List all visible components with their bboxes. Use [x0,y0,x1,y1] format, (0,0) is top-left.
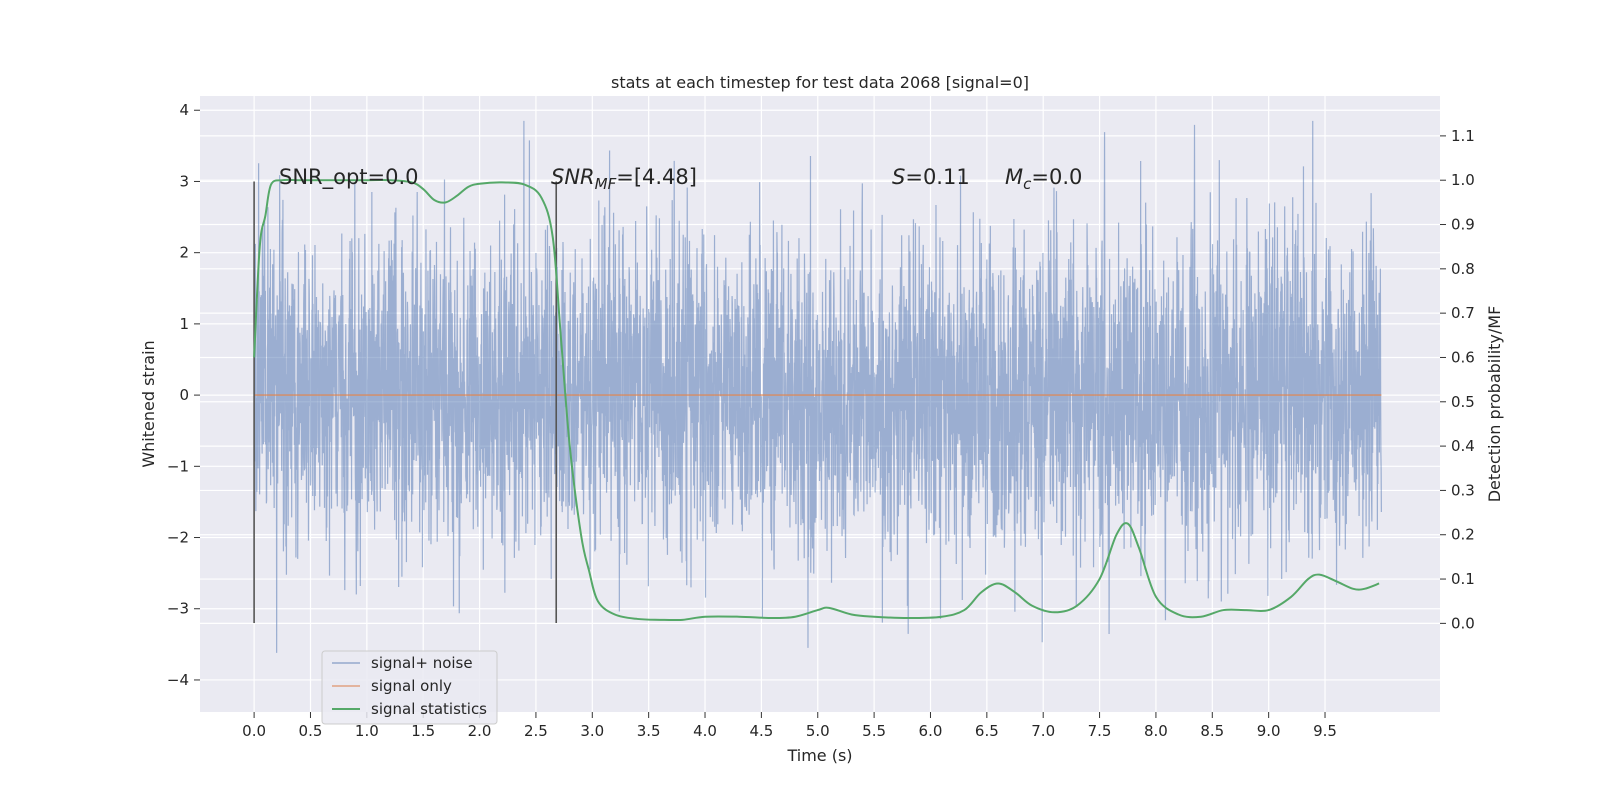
y-right-tick-label: 0.2 [1451,526,1475,544]
legend-box [321,650,498,725]
y-axis-left-label: Whitened strain [139,340,158,467]
x-tick-label: 6.0 [919,722,943,740]
y-left-tick-label: 1 [179,315,189,333]
x-tick-label: 8.0 [1144,722,1168,740]
legend-label-signal-plus-noise: signal+ noise [371,654,473,672]
x-tick-label: 0.5 [299,722,323,740]
x-tick-label: 1.5 [411,722,435,740]
s-value: =0.11 [905,165,969,189]
x-tick-label: 9.5 [1313,722,1337,740]
x-tick-label: 6.5 [975,722,999,740]
y-left-tick-label: 2 [179,244,189,262]
legend: signal+ noise signal only signal statist… [321,650,498,725]
y-axis-right-label: Detection probability/MF [1485,306,1504,503]
x-tick-label: 0.0 [242,722,266,740]
mc-base: M [1005,165,1023,189]
x-tick-label: 1.0 [355,722,379,740]
y-left-tick-label: −2 [167,529,189,547]
y-right-tick-label: 0.5 [1451,393,1475,411]
y-right-tick-label: 0.3 [1451,481,1475,499]
x-tick-label: 3.0 [580,722,604,740]
x-tick-label: 4.0 [693,722,717,740]
y-right-tick-label: 0.8 [1451,260,1475,278]
y-right-tick-label: 0.9 [1451,216,1475,234]
y-left-tick-label: −3 [167,600,189,618]
x-tick-label: 8.5 [1200,722,1224,740]
x-tick-label: 7.5 [1088,722,1112,740]
x-tick-label: 9.0 [1257,722,1281,740]
x-tick-label: 3.5 [637,722,661,740]
chart-title: stats at each timestep for test data 206… [611,73,1029,92]
x-axis-ticks: 0.0 0.5 1.0 1.5 2.0 2.5 3.0 3.5 4.0 4.5 5.0 5.5 6.0 6… [242,712,1337,740]
series-line-signal-plus-noise [253,120,1382,653]
y-right-tick-label: 0.1 [1451,570,1475,588]
x-tick-label: 4.5 [749,722,773,740]
annotation-s: S=0.11 [892,165,970,189]
annotation-mc: Mc=0.0 [1005,165,1082,193]
x-tick-label: 5.0 [806,722,830,740]
y-left-tick-label: −1 [167,457,189,475]
y-axis-right-ticks: 0.0 0.1 0.2 0.3 0.4 0.5 0.6 0.7 0.8 0.9 1.0 1.1 [1440,127,1475,632]
y-right-tick-label: 1.0 [1451,171,1475,189]
y-right-tick-label: 0.6 [1451,348,1475,366]
mc-sub: c [1023,175,1032,193]
legend-label-signal-statistics: signal statistics [371,700,487,718]
snr-mf-base: SNR [551,165,595,189]
snr-mf-value: =[4.48] [616,165,697,189]
x-axis-label: Time (s) [786,746,852,765]
x-tick-label: 5.5 [862,722,886,740]
y-left-tick-label: 3 [179,172,189,190]
annotation-snr-mf: SNRMF=[4.48] [551,165,697,193]
y-left-tick-label: 4 [179,101,189,119]
y-left-tick-label: 0 [179,386,189,404]
series-signal-plus-noise [253,120,1382,653]
y-axis-left-ticks: −4 −3 −2 −1 0 1 2 3 4 [167,101,200,689]
y-right-tick-label: 0.0 [1451,614,1475,632]
s-name: S [892,165,905,189]
mc-value: =0.0 [1031,165,1082,189]
y-right-tick-label: 0.7 [1451,304,1475,322]
x-tick-label: 7.0 [1031,722,1055,740]
y-right-tick-label: 1.1 [1451,127,1475,145]
series-line-signal-statistics [253,178,1380,622]
snr-mf-sub: MF [595,175,617,193]
series-overlay [253,178,1382,623]
y-right-tick-label: 0.4 [1451,437,1475,455]
y-left-tick-label: −4 [167,671,189,689]
annotation-snr-opt: SNR_opt=0.0 [279,165,419,190]
legend-label-signal-only: signal only [371,677,452,695]
x-tick-label: 2.5 [524,722,548,740]
x-tick-label: 2.0 [468,722,492,740]
